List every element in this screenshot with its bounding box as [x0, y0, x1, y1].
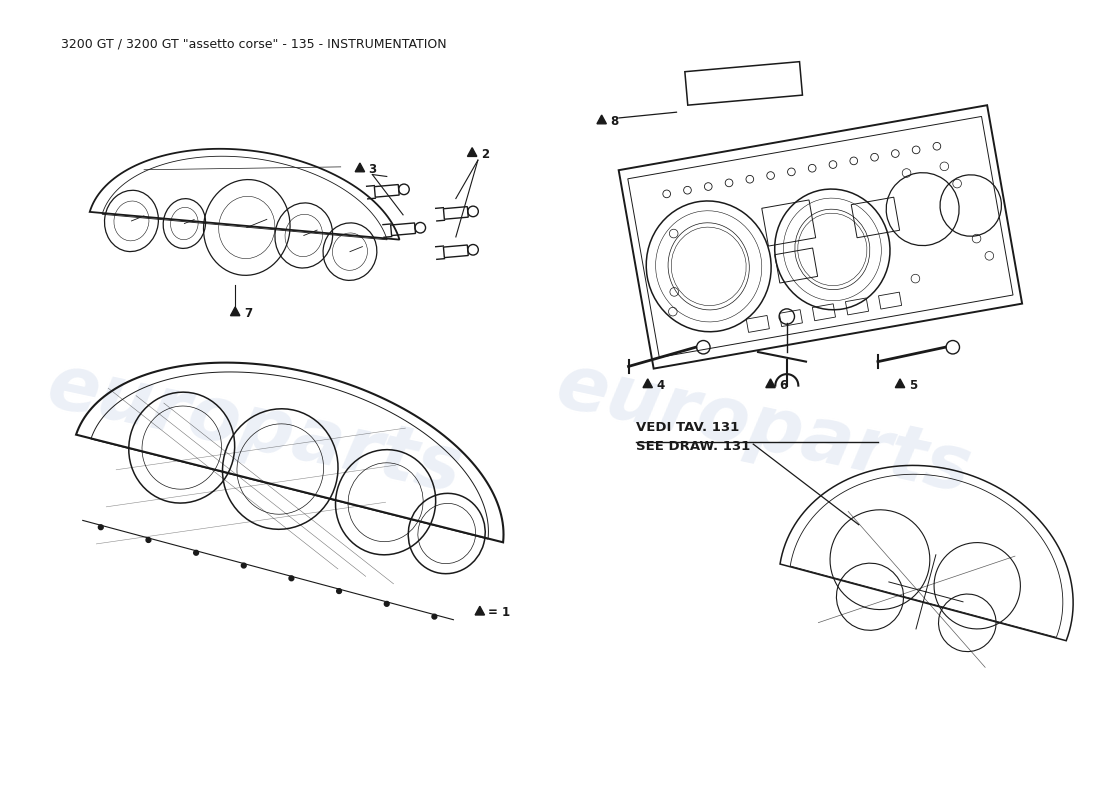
Polygon shape [644, 379, 652, 388]
Circle shape [384, 602, 389, 606]
Text: europarts: europarts [41, 349, 469, 509]
Circle shape [241, 563, 246, 568]
Circle shape [432, 614, 437, 619]
Polygon shape [766, 379, 775, 388]
Text: = 1: = 1 [488, 606, 510, 619]
Polygon shape [231, 307, 240, 316]
Text: VEDI TAV. 131: VEDI TAV. 131 [636, 421, 739, 434]
Circle shape [194, 550, 198, 555]
Text: 4: 4 [657, 379, 664, 392]
Polygon shape [355, 163, 364, 172]
Text: 3: 3 [368, 163, 376, 176]
Text: 7: 7 [244, 307, 252, 320]
Text: SEE DRAW. 131: SEE DRAW. 131 [636, 440, 750, 454]
Text: europarts: europarts [549, 349, 977, 509]
Polygon shape [468, 148, 477, 157]
Circle shape [146, 538, 151, 542]
Text: 5: 5 [909, 379, 917, 392]
Text: 3200 GT / 3200 GT "assetto corse" - 135 - INSTRUMENTATION: 3200 GT / 3200 GT "assetto corse" - 135 … [60, 38, 447, 50]
Polygon shape [475, 606, 484, 615]
Circle shape [337, 589, 341, 594]
Text: 2: 2 [481, 148, 488, 161]
Polygon shape [895, 379, 904, 388]
Text: 6: 6 [779, 379, 788, 392]
Polygon shape [597, 115, 606, 124]
Text: 8: 8 [610, 115, 618, 128]
Circle shape [98, 525, 103, 530]
Circle shape [289, 576, 294, 581]
